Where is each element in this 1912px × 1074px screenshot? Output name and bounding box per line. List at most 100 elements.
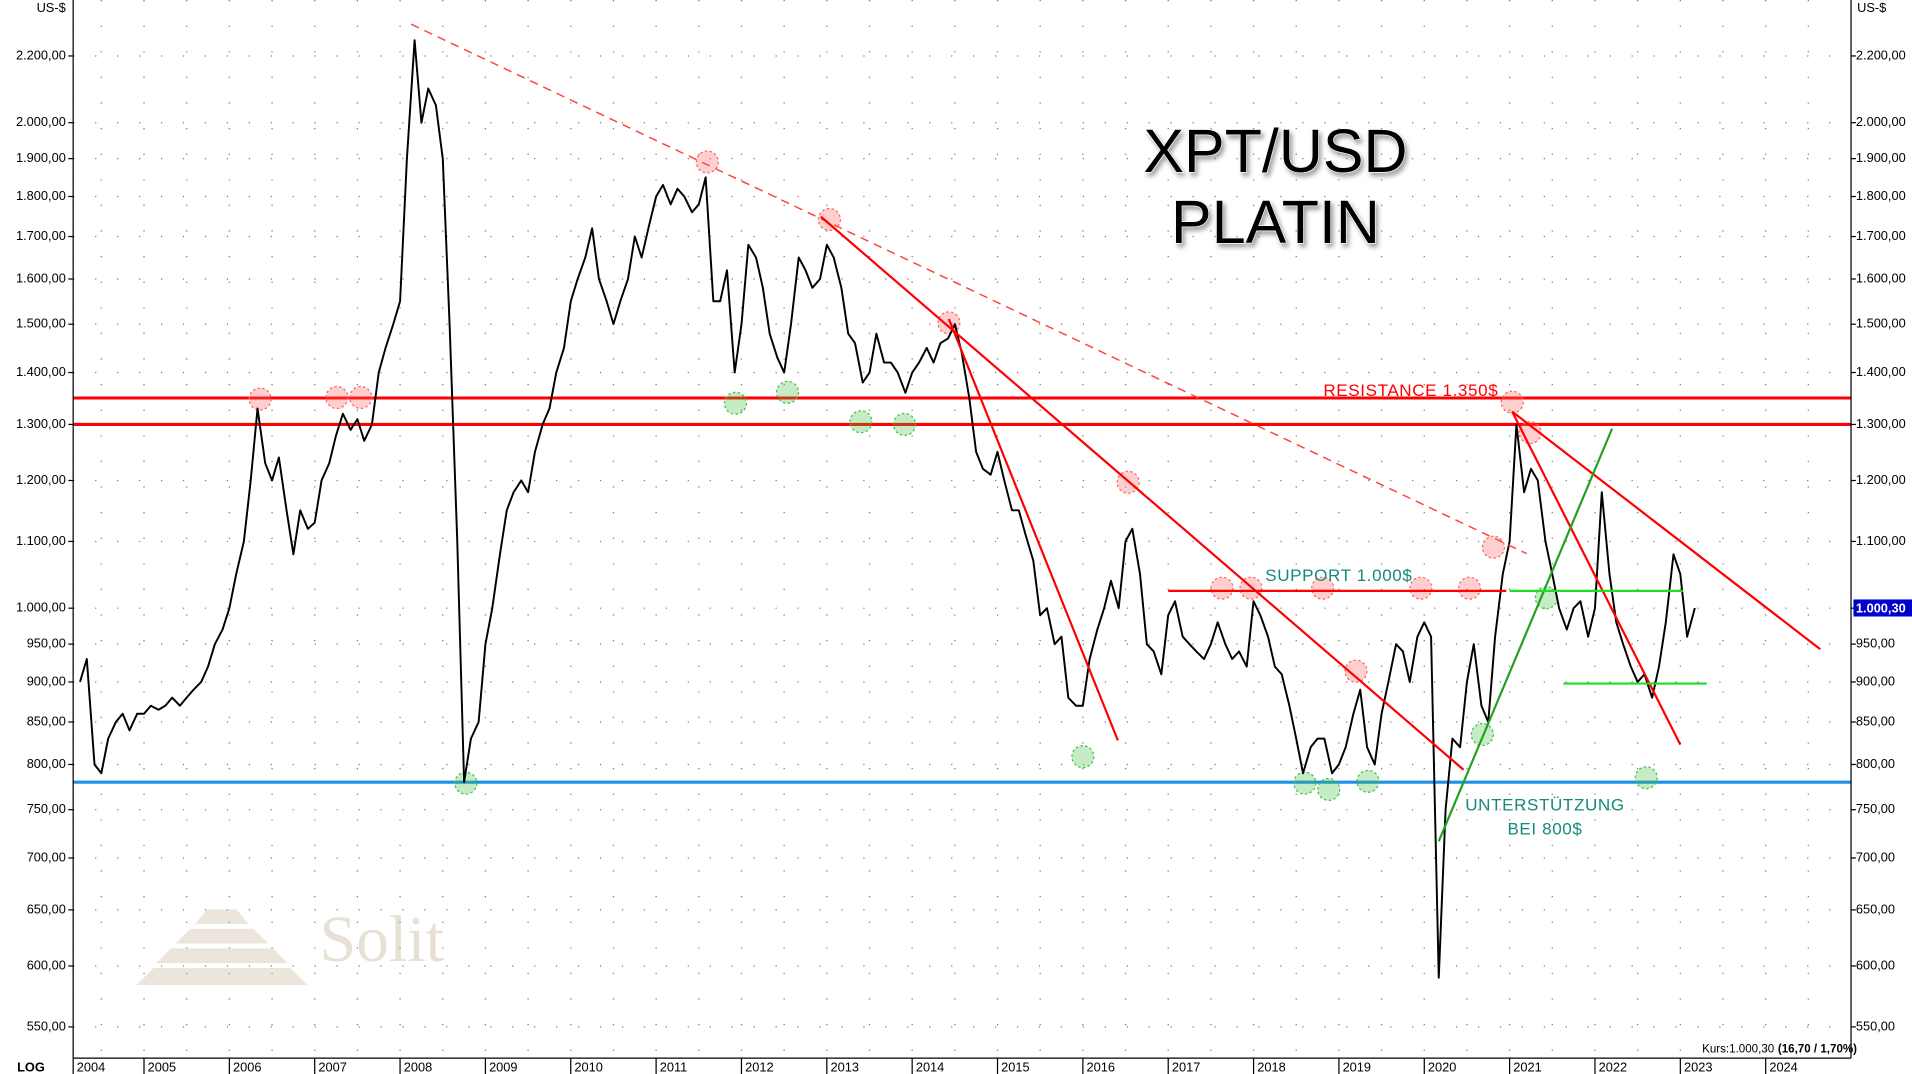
x-tick-label: 2022 [1599,1059,1627,1074]
x-tick-label: 2011 [660,1059,688,1074]
y-tick-label-right: 1.200,00 [1856,472,1906,487]
touch-point [1210,576,1234,600]
y-tick-label: 1.600,00 [16,270,66,285]
touch-point [454,771,478,795]
x-tick-label: 2010 [574,1059,602,1074]
y-tick-label: 1.800,00 [16,188,66,203]
y-tick-label-right: 750,00 [1856,801,1895,816]
x-tick-label: 2024 [1769,1059,1797,1074]
y-tick-label-right: 950,00 [1856,635,1895,650]
touch-point [775,380,800,404]
x-tick-label: 2018 [1257,1059,1285,1074]
trend-line [947,318,1119,741]
touch-point [1409,576,1433,600]
y-tick-label: 1.700,00 [16,228,66,243]
last-price-box [1853,599,1912,617]
x-tick-label: 2017 [1172,1059,1200,1074]
plot [73,23,1852,979]
trend-line [1437,428,1614,842]
y-tick-label: 700,00 [27,849,66,864]
touch-point [1311,576,1335,600]
watermark-icon [175,928,269,944]
touch-point [325,385,349,410]
y-tick-label-right: 1.700,00 [1856,228,1906,243]
scale-label: LOG [17,1059,45,1074]
y-tick-label: 750,00 [27,801,66,816]
touch-point [349,385,373,410]
trend-line [820,215,1465,771]
watermark: Solit [136,903,444,986]
y-tick-label: 950,00 [27,635,66,650]
resistance-label: RESISTANCE 1.350$ [1323,381,1498,400]
y-tick-label-right: 800,00 [1856,756,1895,771]
y-tick-label: 2.200,00 [16,47,66,62]
x-tick-label: 2019 [1343,1059,1371,1074]
y-tick-label-right: 1.900,00 [1856,150,1906,165]
y-tick-label: 1.200,00 [16,472,66,487]
y-unit-left: US-$ [37,0,66,15]
touch-point [1356,769,1380,793]
y-tick-label-right: 850,00 [1856,713,1895,728]
y-tick-label: 1.500,00 [16,316,66,331]
touch-point [1344,659,1368,683]
y-tick-label-right: 1.100,00 [1856,533,1906,548]
touch-point [1457,576,1482,600]
y-tick-label-right: 1.800,00 [1856,188,1906,203]
y-tick-label-right: 600,00 [1856,957,1895,972]
chart-title: XPT/USD [1143,117,1407,185]
touch-point [1293,771,1317,795]
y-tick-label: 1.300,00 [16,416,66,431]
touch-point [1500,390,1524,414]
touch-point [937,311,961,335]
x-tick-label: 2008 [404,1059,432,1074]
y-tick-label-right: 650,00 [1856,901,1895,916]
support-low-label: UNTERSTÜTZUNG [1465,795,1624,814]
y-tick-label-right: 1.600,00 [1856,270,1906,285]
y-tick-label-right: 550,00 [1856,1018,1895,1033]
x-tick-label: 2012 [745,1059,773,1074]
quote: Kurs:1.000,30 [1702,1044,1774,1056]
y-tick-label: 1.100,00 [16,533,66,548]
touch-point [1634,766,1658,790]
y-unit-right: US-$ [1857,0,1886,15]
touch-point [849,410,873,434]
trend-line [1511,411,1682,746]
watermark-text: Solit [319,903,443,976]
x-tick-label: 2009 [489,1059,517,1074]
touch-point [1481,535,1505,559]
watermark-icon [156,948,288,964]
y-tick-label: 1.000,00 [16,600,66,615]
x-tick-label: 2016 [1087,1059,1115,1074]
y-tick-label-right: 1.500,00 [1856,316,1906,331]
x-tick-label: 2005 [148,1059,176,1074]
y-tick-label: 550,00 [27,1018,66,1033]
price-line [79,39,1696,979]
y-tick-label-right: 2.000,00 [1856,114,1906,129]
x-tick-label: 2004 [77,1059,105,1074]
touch-point [1317,777,1341,802]
touch-point [248,387,272,411]
touch-point [1071,745,1095,769]
x-tick-label: 2021 [1513,1059,1541,1074]
y-tick-label: 800,00 [27,756,66,771]
touch-point [723,391,748,415]
x-tick-label: 2007 [318,1059,346,1074]
x-tick-label: 2013 [830,1059,858,1074]
support-low-label: BEI 800$ [1507,820,1582,839]
y-tick-label-right: 900,00 [1856,673,1895,688]
quote-change: (16,70 / 1,70%) [1778,1044,1857,1056]
x-tick-label: 2006 [233,1059,261,1074]
x-tick-label: 2015 [1001,1059,1029,1074]
last-price-label: 1.000,30 [1856,601,1906,616]
y-tick-label: 2.000,00 [16,114,66,129]
watermark-icon [136,967,308,986]
trend-line [410,23,1528,555]
x-tick-label: 2020 [1428,1059,1456,1074]
y-tick-label-right: 1.300,00 [1856,416,1906,431]
y-tick-label: 650,00 [27,901,66,916]
y-tick-label-right: 2.200,00 [1856,47,1906,62]
y-tick-label-right: 700,00 [1856,849,1895,864]
trend-line [1511,410,1821,651]
